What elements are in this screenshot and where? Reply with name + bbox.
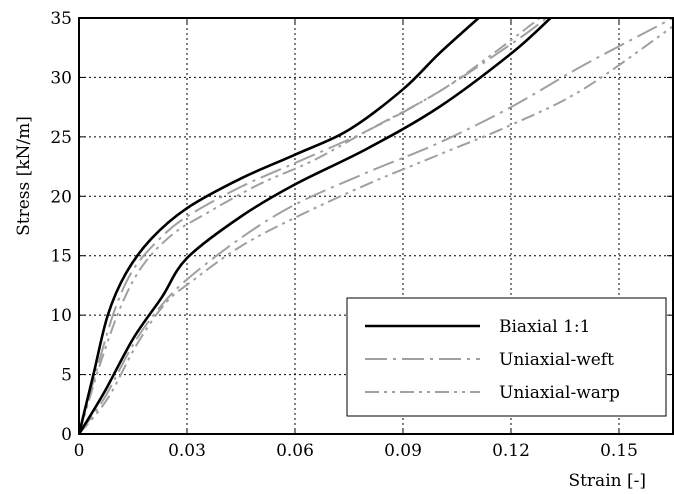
y-tick-label: 20 bbox=[50, 187, 72, 207]
x-tick-label: 0.03 bbox=[168, 441, 206, 461]
y-axis-label: Stress [kN/m] bbox=[14, 116, 34, 236]
y-tick-label: 15 bbox=[50, 247, 72, 267]
y-tick-label: 30 bbox=[50, 68, 72, 88]
x-tick-label: 0.09 bbox=[384, 441, 422, 461]
plot-curves bbox=[79, 18, 673, 434]
plot-frame bbox=[78, 17, 674, 435]
y-tick-label: 10 bbox=[50, 306, 72, 326]
y-tick-label: 25 bbox=[50, 128, 72, 148]
x-tick-label: 0 bbox=[74, 441, 85, 461]
legend-box bbox=[346, 297, 667, 417]
legend-label-uniaxial-warp: Uniaxial-warp bbox=[499, 383, 620, 403]
x-tick-label: 0.06 bbox=[276, 441, 314, 461]
x-tick-label: 0.15 bbox=[600, 441, 638, 461]
series-line-biaxial-1-1-2 bbox=[79, 18, 552, 434]
legend-label-biaxial-1-1: Biaxial 1:1 bbox=[499, 317, 590, 337]
y-tick-label: 5 bbox=[61, 366, 72, 386]
series-line-uniaxial-weft-1 bbox=[79, 18, 548, 434]
legend: Biaxial 1:1 Uniaxial-weft Uniaxial-warp bbox=[346, 297, 667, 417]
series-line-uniaxial-weft-2 bbox=[79, 18, 673, 434]
y-tick-label: 0 bbox=[61, 425, 72, 445]
x-tick-label: 0.12 bbox=[492, 441, 530, 461]
legend-label-uniaxial-weft: Uniaxial-weft bbox=[499, 350, 614, 370]
series-line-uniaxial-warp-2 bbox=[79, 25, 673, 434]
y-tick-label: 35 bbox=[50, 9, 72, 29]
series-line-biaxial-1-1-1 bbox=[79, 18, 480, 434]
x-axis-label: Strain [-] bbox=[568, 471, 646, 491]
axis-ticks: 0 0.03 0.06 0.09 0.12 0.15 0 5 10 15 20 25 30 35 bbox=[50, 9, 673, 461]
